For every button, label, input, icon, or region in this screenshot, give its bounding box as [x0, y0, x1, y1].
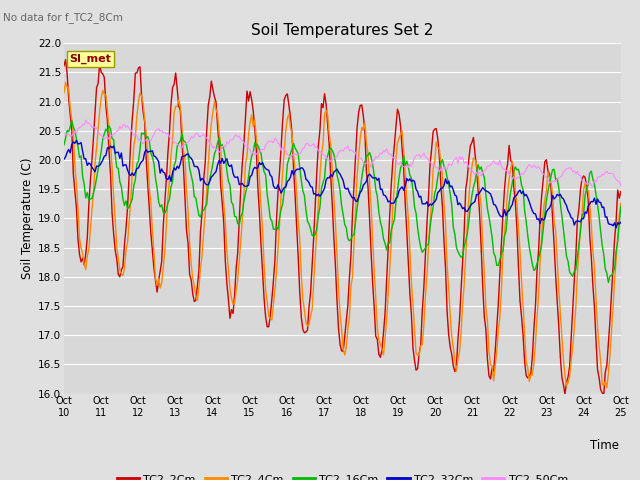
Text: No data for f_TC2_8Cm: No data for f_TC2_8Cm [3, 12, 123, 23]
Text: SI_met: SI_met [70, 54, 111, 64]
X-axis label: Time: Time [589, 439, 619, 452]
Legend: TC2_2Cm, TC2_4Cm, TC2_16Cm, TC2_32Cm, TC2_50Cm: TC2_2Cm, TC2_4Cm, TC2_16Cm, TC2_32Cm, TC… [112, 469, 573, 480]
Title: Soil Temperatures Set 2: Soil Temperatures Set 2 [252, 23, 433, 38]
Y-axis label: Soil Temperature (C): Soil Temperature (C) [21, 157, 34, 279]
